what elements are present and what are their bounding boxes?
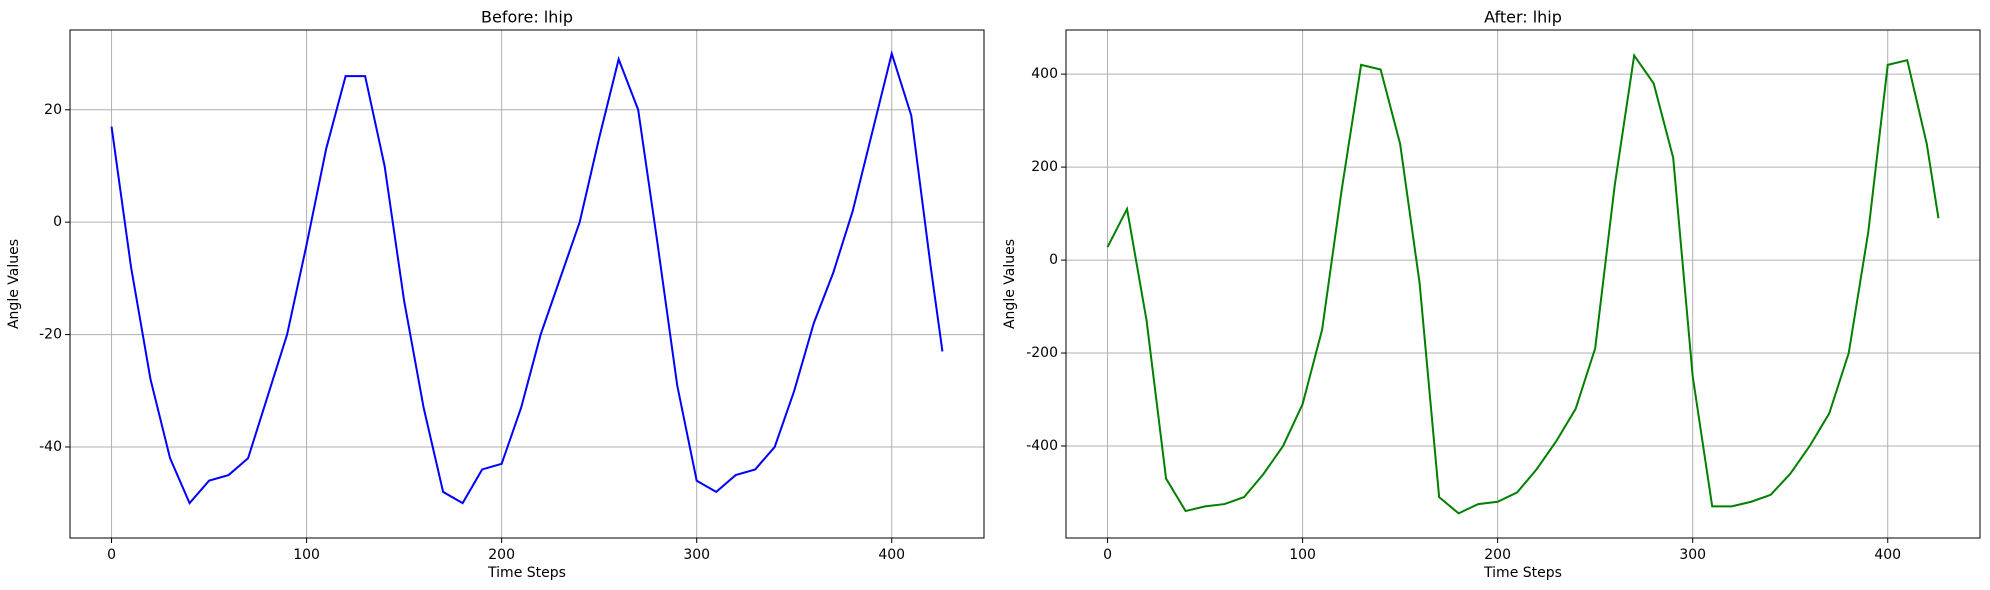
x-axis-label: Time Steps: [487, 565, 566, 581]
y-tick-label: -400: [1026, 438, 1058, 454]
x-tick-label: 300: [683, 547, 710, 563]
x-tick-label: 200: [1484, 547, 1511, 563]
plot-frame: [69, 29, 985, 539]
x-tick-label: 400: [1874, 547, 1901, 563]
y-tick-label: 0: [53, 214, 62, 230]
x-tick-label: 400: [878, 547, 905, 563]
y-tick-label: -40: [39, 439, 62, 455]
x-tick-label: 100: [293, 547, 320, 563]
y-tick-label: 400: [1031, 66, 1058, 82]
data-line: [110, 49, 944, 506]
x-tick-label: 100: [1289, 547, 1316, 563]
x-tick-label: 300: [1679, 547, 1706, 563]
x-tick-label: 0: [1103, 547, 1112, 563]
y-axis-label: Angle Values: [6, 239, 22, 329]
y-tick-label: 0: [1049, 252, 1058, 268]
x-tick-label: 0: [107, 547, 116, 563]
y-tick-label: -20: [39, 327, 62, 343]
y-axis-label: Angle Values: [1002, 239, 1018, 329]
x-axis-label: Time Steps: [1483, 565, 1562, 581]
plot-frame: [1065, 29, 1981, 539]
y-tick-label: 200: [1031, 159, 1058, 175]
chart-title: After: lhip: [1484, 8, 1562, 27]
data-line: [1106, 52, 1940, 515]
y-tick-label: 20: [44, 102, 62, 118]
y-tick-label: -200: [1026, 345, 1058, 361]
x-tick-label: 200: [488, 547, 515, 563]
chart-title: Before: lhip: [481, 8, 573, 27]
